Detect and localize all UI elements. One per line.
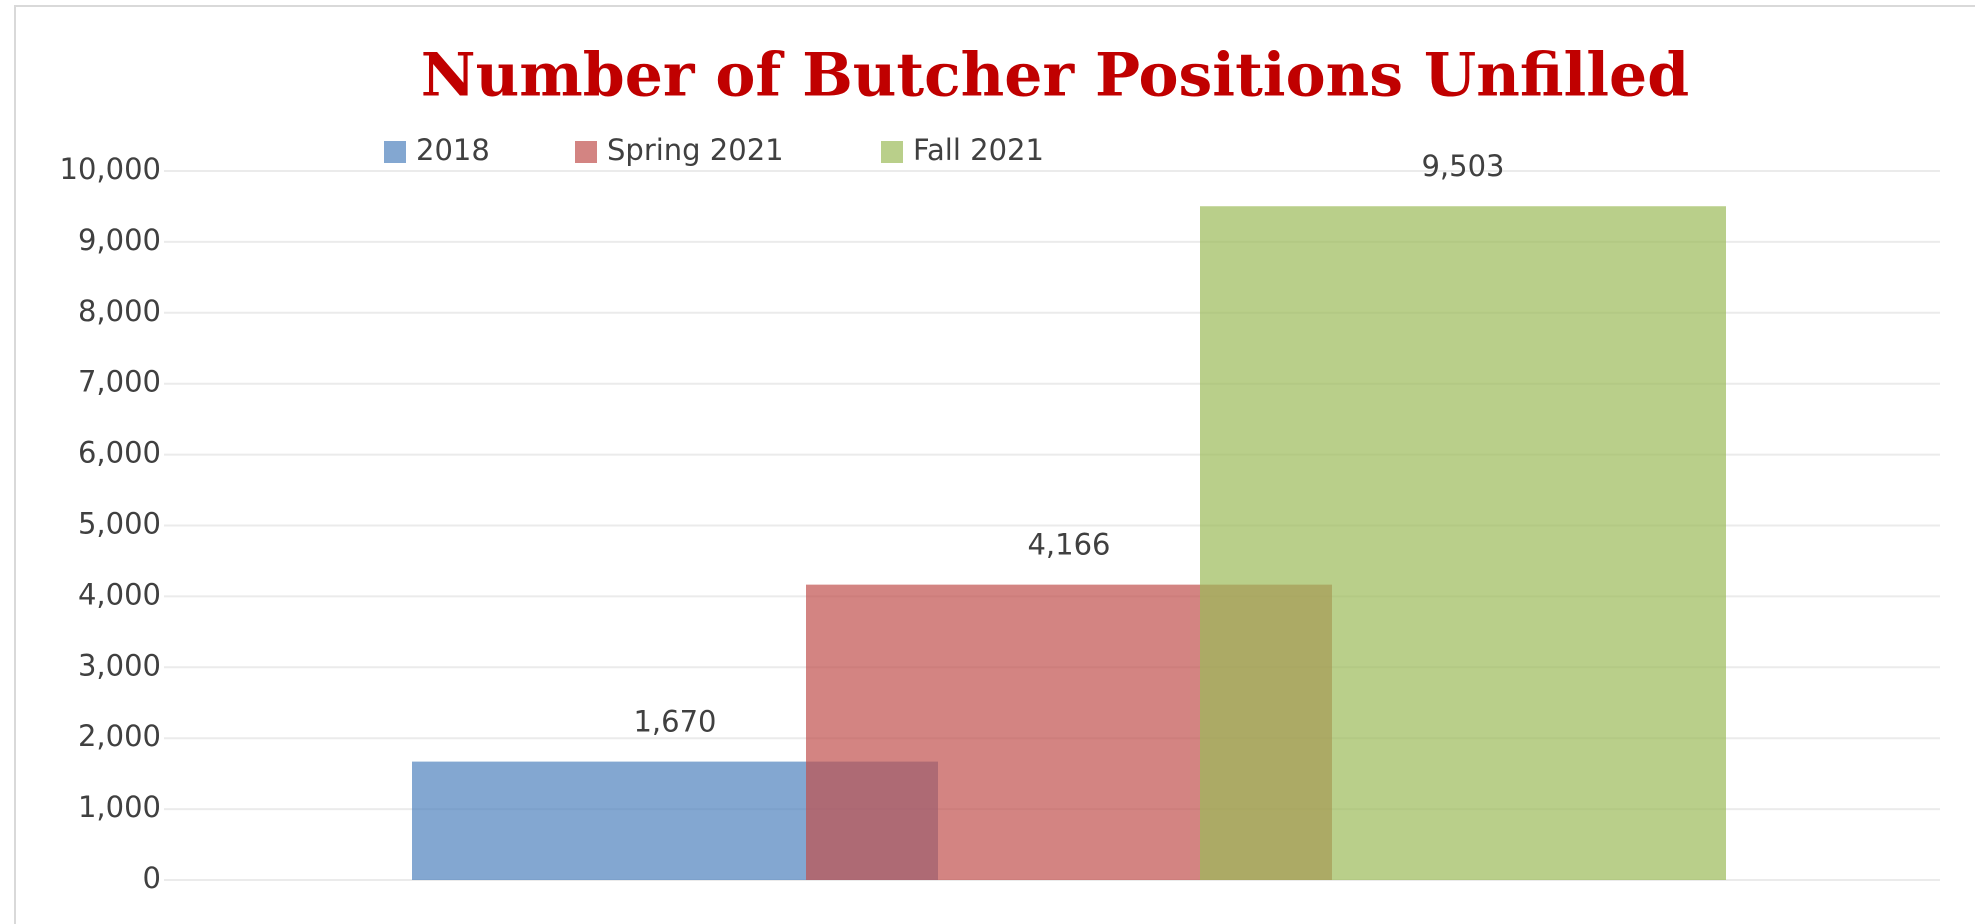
y-tick-label: 10,000 (60, 152, 161, 186)
y-tick-label: 9,000 (78, 223, 161, 257)
bar (1200, 206, 1726, 880)
y-tick-label: 0 (143, 861, 161, 895)
legend-label: 2018 (416, 133, 490, 167)
y-tick-label: 4,000 (78, 577, 161, 611)
y-tick-label: 7,000 (78, 365, 161, 399)
y-tick-label: 2,000 (78, 719, 161, 753)
data-label: 9,503 (1421, 149, 1504, 183)
y-tick-label: 6,000 (78, 436, 161, 470)
data-label: 4,166 (1027, 528, 1110, 562)
y-tick-label: 8,000 (78, 294, 161, 328)
legend-swatch (881, 141, 903, 163)
legend-swatch (384, 141, 406, 163)
y-tick-label: 5,000 (78, 507, 161, 541)
y-tick-label: 3,000 (78, 648, 161, 682)
data-label: 1,670 (633, 705, 716, 739)
legend-label: Spring 2021 (607, 133, 784, 167)
y-tick-label: 1,000 (78, 790, 161, 824)
legend-label: Fall 2021 (913, 133, 1044, 167)
chart-title: Number of Butcher Positions Unfilled (421, 41, 1689, 111)
legend-swatch (575, 141, 597, 163)
